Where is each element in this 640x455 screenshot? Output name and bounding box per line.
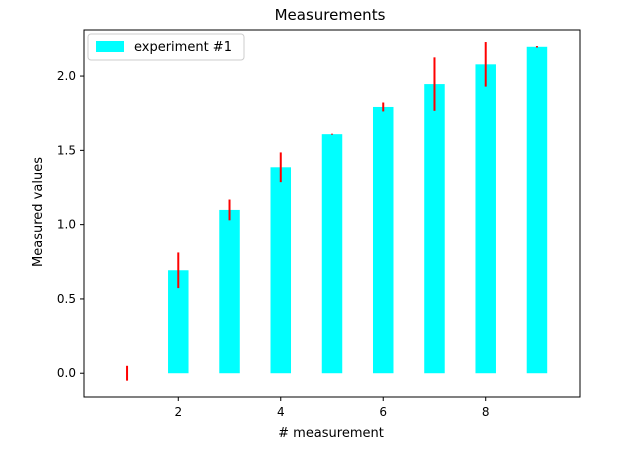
bar [219,209,240,374]
legend-label: experiment #1 [134,40,232,55]
bar [475,64,496,374]
x-axis-title: # measurement [278,426,384,441]
bar [526,46,548,374]
y-tick-label: 0.0 [57,366,76,380]
y-tick-label: 1.5 [57,143,76,157]
y-axis-title: Measured values [31,157,46,267]
y-tick-label: 0.5 [57,292,76,306]
axes-frame [83,29,581,398]
legend-swatch [96,41,124,52]
bar [372,106,394,374]
legend: experiment #1 [87,33,245,61]
error-bars [126,42,538,381]
x-tick-label: 4 [277,405,285,419]
x-tick-label: 8 [482,405,490,419]
y-tick-label: 2.0 [57,69,76,83]
chart-title: Measurements [275,6,386,24]
axes: 2 4 6 8 0.0 0.5 1.0 1.5 2.0 [57,29,581,419]
y-tick-label: 1.0 [57,218,76,232]
x-tick-label: 2 [174,405,182,419]
bar [424,84,445,374]
bar [270,167,292,374]
bar [168,270,189,374]
x-tick-label: 6 [379,405,387,419]
bar [321,134,343,374]
legend-frame [87,33,245,61]
plot-area [168,46,548,374]
